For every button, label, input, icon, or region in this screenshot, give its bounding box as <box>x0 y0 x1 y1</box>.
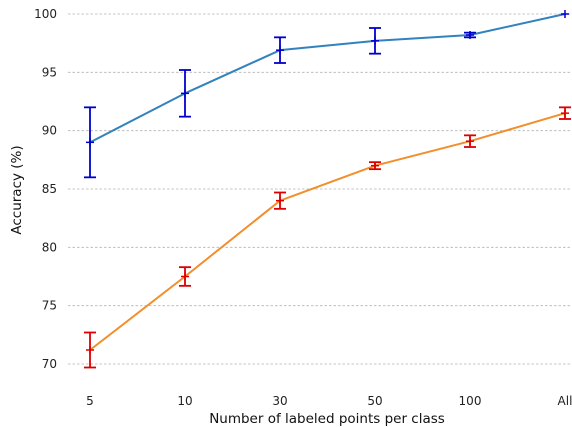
y-tick-label: 80 <box>42 240 57 254</box>
x-axis-label: Number of labeled points per class <box>209 411 445 427</box>
error-bar <box>274 36 286 64</box>
y-tick-label: 100 <box>34 7 57 21</box>
error-bar <box>369 161 381 171</box>
series-line <box>89 112 566 351</box>
x-tick-label: 30 <box>272 394 287 408</box>
x-tick-label: All <box>558 394 572 408</box>
error-bar <box>559 106 571 120</box>
x-tick-label: 100 <box>459 394 482 408</box>
y-tick-labels: 70 75 80 85 90 95 100 <box>34 7 57 371</box>
error-bar <box>179 266 191 287</box>
error-bar <box>179 69 191 118</box>
series-layer <box>84 10 571 369</box>
y-tick-label: 70 <box>42 357 57 371</box>
series-2 <box>84 106 571 369</box>
error-bar <box>464 31 476 39</box>
error-bar <box>84 331 96 369</box>
error-bar <box>464 134 476 148</box>
x-tick-label: 50 <box>367 394 382 408</box>
grid-lines <box>68 13 572 365</box>
y-tick-label: 95 <box>42 65 57 79</box>
series-1 <box>84 10 569 179</box>
y-tick-label: 75 <box>42 299 57 313</box>
error-bar <box>84 106 96 179</box>
x-tick-label: 5 <box>86 394 94 408</box>
y-tick-label: 90 <box>42 124 57 138</box>
x-tick-labels: 5 10 30 50 100 All <box>86 394 572 408</box>
y-tick-label: 85 <box>42 182 57 196</box>
y-axis-label: Accuracy (%) <box>9 145 25 234</box>
error-bar <box>274 191 286 210</box>
x-tick-label: 10 <box>177 394 192 408</box>
series-line <box>89 13 566 144</box>
error-bar <box>369 27 381 55</box>
error-bar <box>561 10 569 18</box>
